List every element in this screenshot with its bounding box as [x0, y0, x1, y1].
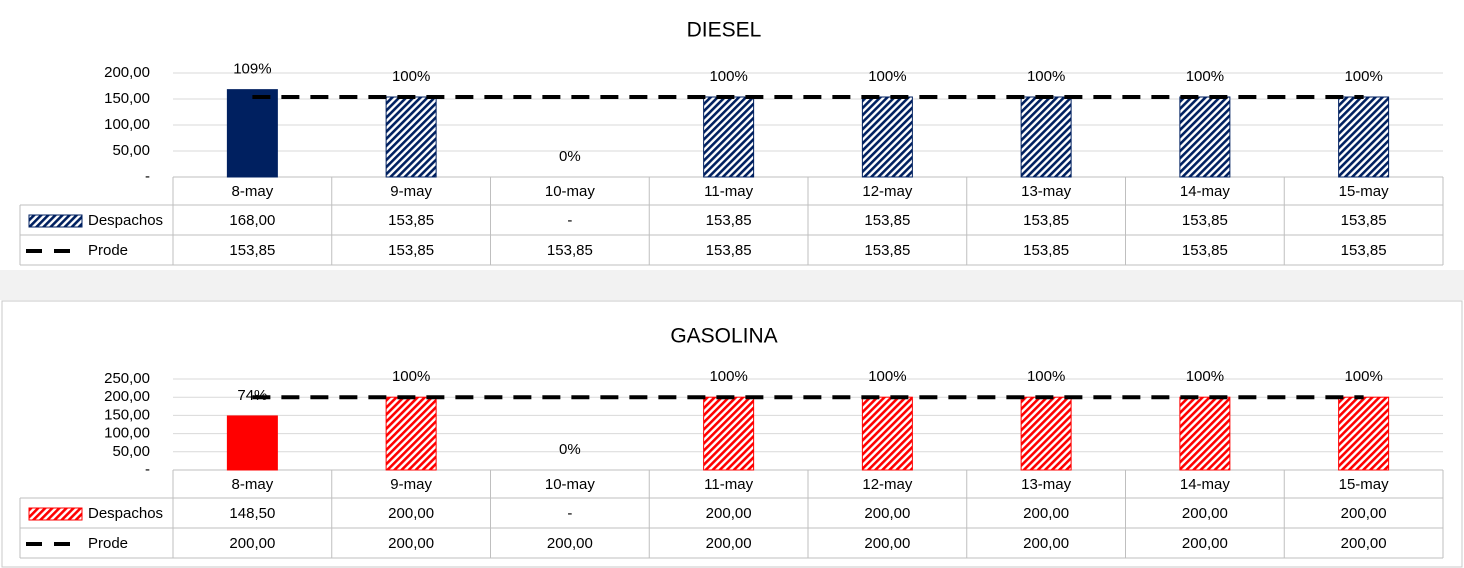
- y-tick-label: 200,00: [104, 64, 150, 81]
- x-tick-label: 13-may: [1021, 476, 1072, 493]
- table-value: 153,85: [1341, 242, 1387, 259]
- annotation: 100%: [1027, 68, 1065, 85]
- legend-label: Prode: [88, 535, 128, 552]
- table-value: 153,85: [388, 212, 434, 229]
- x-tick-label: 9-may: [390, 476, 432, 493]
- table-value: 153,85: [1182, 212, 1228, 229]
- table-value: 200,00: [1341, 535, 1387, 552]
- annotation: 109%: [233, 61, 271, 78]
- bar: [703, 96, 755, 178]
- y-tick-label: 100,00: [104, 116, 150, 133]
- annotation: 0%: [559, 148, 581, 165]
- y-tick-label: 50,00: [112, 142, 150, 159]
- annotation: 0%: [559, 441, 581, 458]
- table-value: 153,85: [1341, 212, 1387, 229]
- y-tick-label: -: [145, 461, 150, 478]
- legend-swatch: [28, 507, 83, 521]
- table-value: 168,00: [229, 212, 275, 229]
- table-value: 153,85: [706, 242, 752, 259]
- annotation: 100%: [709, 368, 747, 385]
- y-tick-label: -: [145, 168, 150, 185]
- legend-swatch: [28, 214, 83, 228]
- table-value: 200,00: [1182, 535, 1228, 552]
- bar: [861, 96, 913, 178]
- y-tick-label: 200,00: [104, 388, 150, 405]
- chart-title: DIESEL: [687, 19, 762, 42]
- table-value: 153,85: [1023, 212, 1069, 229]
- annotation: 100%: [392, 368, 430, 385]
- bar: [861, 396, 913, 471]
- y-tick-label: 150,00: [104, 406, 150, 423]
- table-value: 200,00: [547, 535, 593, 552]
- annotation: 100%: [868, 368, 906, 385]
- table-value: 153,85: [547, 242, 593, 259]
- annotation: 100%: [1344, 68, 1382, 85]
- x-tick-label: 13-may: [1021, 183, 1072, 200]
- table-value: 200,00: [706, 535, 752, 552]
- bar: [703, 396, 755, 471]
- x-tick-label: 15-may: [1339, 476, 1390, 493]
- annotation: 100%: [1027, 368, 1065, 385]
- x-tick-label: 10-may: [545, 183, 596, 200]
- bar: [385, 396, 437, 471]
- annotation: 100%: [1344, 368, 1382, 385]
- table-value: 200,00: [864, 505, 910, 522]
- annotation: 100%: [868, 68, 906, 85]
- chart-title: GASOLINA: [670, 325, 777, 348]
- table-value: 200,00: [1023, 505, 1069, 522]
- y-tick-label: 50,00: [112, 443, 150, 460]
- legend-label: Despachos: [88, 212, 163, 229]
- x-tick-label: 15-may: [1339, 183, 1390, 200]
- annotation: 100%: [709, 68, 747, 85]
- table-value: 200,00: [864, 535, 910, 552]
- table-value: 153,85: [864, 242, 910, 259]
- table-value: -: [567, 212, 572, 229]
- table-value: 200,00: [388, 505, 434, 522]
- table-value: 153,85: [864, 212, 910, 229]
- separator: [0, 270, 1464, 300]
- table-value: 153,85: [1182, 242, 1228, 259]
- table-value: 200,00: [706, 505, 752, 522]
- bar: [1179, 96, 1231, 178]
- legend-label: Prode: [88, 242, 128, 259]
- x-tick-label: 10-may: [545, 476, 596, 493]
- table-value: 148,50: [229, 505, 275, 522]
- table-value: 153,85: [1023, 242, 1069, 259]
- table-value: 153,85: [229, 242, 275, 259]
- x-tick-label: 11-may: [704, 476, 753, 493]
- x-tick-label: 11-may: [704, 183, 753, 200]
- x-tick-label: 14-may: [1180, 476, 1231, 493]
- bar: [226, 89, 278, 178]
- bar: [1338, 396, 1390, 471]
- annotation: 100%: [1186, 68, 1224, 85]
- table-value: 153,85: [388, 242, 434, 259]
- x-tick-label: 12-may: [862, 476, 913, 493]
- table-value: 200,00: [229, 535, 275, 552]
- table-value: 200,00: [388, 535, 434, 552]
- y-tick-label: 100,00: [104, 425, 150, 442]
- bar: [1020, 396, 1072, 471]
- bar: [1179, 396, 1231, 471]
- table-value: 200,00: [1341, 505, 1387, 522]
- bar: [1338, 96, 1390, 178]
- x-tick-label: 8-may: [232, 476, 274, 493]
- legend-label: Despachos: [88, 505, 163, 522]
- x-tick-label: 8-may: [232, 183, 274, 200]
- bar: [1020, 96, 1072, 178]
- x-tick-label: 14-may: [1180, 183, 1231, 200]
- table-value: 153,85: [706, 212, 752, 229]
- bar: [226, 415, 278, 471]
- table-value: 200,00: [1182, 505, 1228, 522]
- x-tick-label: 12-may: [862, 183, 913, 200]
- x-tick-label: 9-may: [390, 183, 432, 200]
- table-value: -: [567, 505, 572, 522]
- y-tick-label: 250,00: [104, 370, 150, 387]
- table-value: 200,00: [1023, 535, 1069, 552]
- bar: [385, 96, 437, 178]
- annotation: 100%: [1186, 368, 1224, 385]
- annotation: 100%: [392, 68, 430, 85]
- y-tick-label: 150,00: [104, 90, 150, 107]
